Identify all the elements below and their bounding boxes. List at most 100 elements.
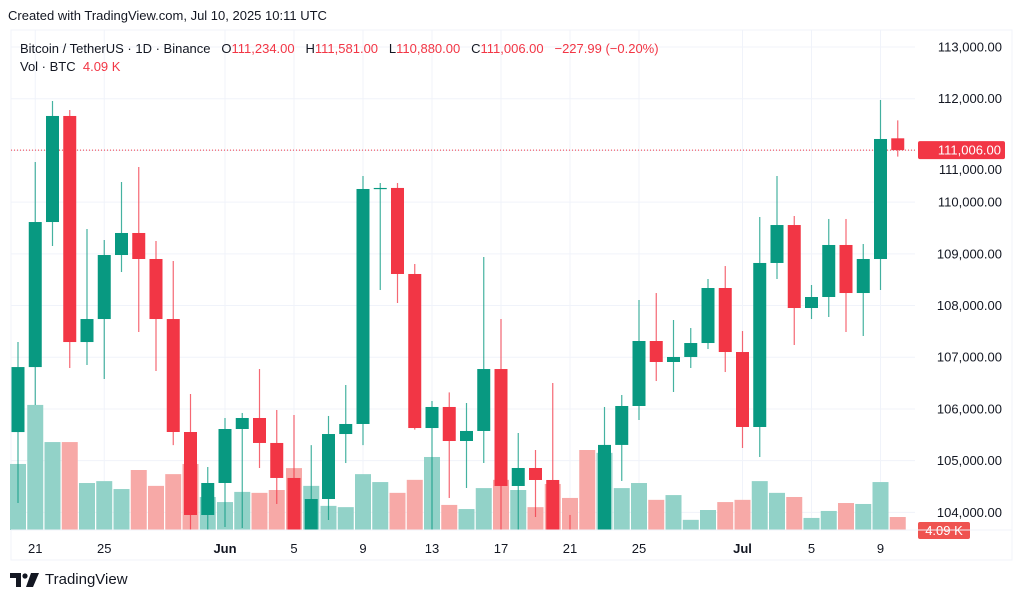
- candle-body: [270, 442, 284, 478]
- candle-body: [253, 417, 266, 443]
- candle-body: [184, 432, 197, 515]
- candle-body: [839, 244, 853, 294]
- high-label: H: [305, 41, 315, 56]
- open-value: 111,234.00: [231, 41, 295, 56]
- candle-body: [356, 188, 370, 424]
- candle-body: [701, 288, 715, 344]
- time-axis-label: 9: [877, 541, 884, 556]
- volume-bar: [838, 503, 854, 530]
- candle-body: [787, 225, 801, 309]
- volume-bar: [855, 503, 872, 530]
- candle-body: [891, 138, 905, 151]
- volume-row: Vol · BTC 4.09 K: [20, 58, 659, 76]
- volume-bar: [527, 507, 544, 530]
- candle-body: [149, 258, 163, 320]
- price-axis-label: 105,000.00: [937, 453, 1002, 468]
- candle-body: [339, 423, 353, 435]
- candle-body: [615, 405, 629, 445]
- volume-label[interactable]: Vol · BTC: [20, 59, 76, 74]
- candle-body: [132, 232, 146, 259]
- candle-body: [97, 255, 111, 320]
- volume-bar: [889, 517, 906, 530]
- candle-body: [632, 341, 646, 406]
- candle-body: [856, 258, 870, 294]
- candle-body: [511, 467, 525, 486]
- volume-bar: [165, 474, 182, 530]
- volume-bar: [458, 509, 475, 530]
- time-axis-label: 25: [97, 541, 111, 556]
- candle-body: [218, 429, 232, 483]
- tradingview-brand: TradingView: [10, 571, 128, 588]
- candle-body: [874, 138, 887, 259]
- volume-bar: [786, 496, 803, 530]
- candle-body: [649, 341, 663, 362]
- time-axis-label: 5: [290, 541, 297, 556]
- time-axis-label: 5: [808, 541, 815, 556]
- candle-body: [805, 297, 818, 309]
- candle-body: [425, 406, 439, 429]
- volume-bar: [251, 492, 268, 530]
- volume-bar: [769, 492, 785, 530]
- volume-value: 4.09 K: [82, 59, 121, 74]
- candle-body: [235, 417, 249, 430]
- open-label: O: [221, 41, 232, 56]
- volume-bar: [803, 517, 820, 530]
- volume-bar: [682, 519, 699, 530]
- candle-body: [442, 406, 456, 442]
- volume-bar: [475, 488, 492, 530]
- brand-name: TradingView: [45, 571, 128, 588]
- last-price-label: 111,006.00: [938, 143, 1001, 158]
- candle-body: [529, 467, 542, 480]
- volume-bar: [562, 497, 578, 530]
- price-axis-label: 109,000.00: [937, 246, 1002, 261]
- volume-bar: [61, 442, 78, 530]
- candle-body: [460, 430, 473, 442]
- time-axis-label: 21: [28, 541, 42, 556]
- price-axis-label: 104,000.00: [937, 505, 1002, 520]
- volume-bar: [372, 482, 389, 530]
- plot-area: [10, 99, 915, 530]
- candle-body: [46, 115, 59, 223]
- price-axis-label: 111,000.00: [939, 162, 1002, 177]
- change-value: −227.99 (−0.20%): [554, 41, 659, 56]
- volume-bar: [113, 489, 130, 530]
- volume-bar: [355, 474, 371, 530]
- time-axis-label: Jul: [733, 541, 752, 556]
- volume-bar: [648, 499, 665, 530]
- candle-body: [494, 369, 508, 486]
- volume-bar: [631, 483, 647, 530]
- symbol-title[interactable]: Bitcoin / TetherUS · 1D · Binance: [20, 41, 211, 56]
- volume-bar: [700, 510, 716, 530]
- candle-body: [166, 319, 180, 433]
- low-value: 110,880.00: [396, 41, 461, 56]
- candle-body: [684, 343, 698, 357]
- close-label: C: [471, 41, 481, 56]
- volume-bar: [148, 485, 164, 530]
- volume-bar: [79, 483, 95, 530]
- volume-bar: [96, 481, 113, 530]
- volume-bar: [44, 442, 61, 530]
- low-label: L: [388, 41, 397, 56]
- candle-body: [287, 477, 301, 530]
- volume-bar: [734, 499, 751, 530]
- volume-bar: [872, 482, 889, 530]
- candle-body: [63, 115, 77, 343]
- volume-bar: [337, 507, 354, 530]
- volume-bar: [579, 450, 596, 530]
- candle-body: [753, 262, 767, 427]
- price-axis-label: 110,000.00: [938, 195, 1002, 210]
- volume-bar: [406, 479, 423, 530]
- price-axis-label: 113,000.00: [938, 40, 1002, 55]
- candle-body: [546, 479, 560, 530]
- volume-bar: [665, 495, 682, 530]
- time-axis-label: 13: [425, 541, 439, 556]
- candle-body: [736, 352, 749, 427]
- candle-body: [304, 499, 318, 530]
- time-axis-label: 21: [563, 541, 577, 556]
- candle-body: [718, 288, 732, 353]
- chart-legend: Bitcoin / TetherUS · 1D · Binance O111,2…: [20, 40, 659, 76]
- close-value: 111,006.00: [480, 41, 544, 56]
- volume-bar: [717, 502, 734, 530]
- candle-body: [11, 367, 25, 433]
